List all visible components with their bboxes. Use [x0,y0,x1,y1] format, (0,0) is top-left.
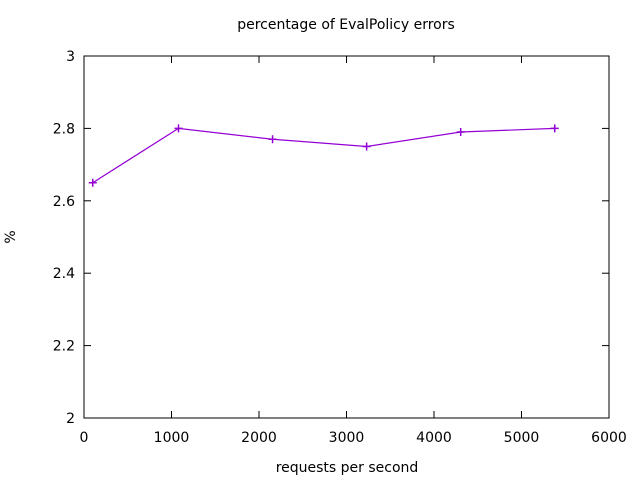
chart-title: percentage of EvalPolicy errors [237,17,455,33]
series-line [92,127,555,184]
series [88,124,559,187]
y-tick-label: 2.8 [53,121,75,137]
data-point-marker [268,135,277,144]
y-tick-label: 2 [66,411,75,427]
x-tick-label: 2000 [241,430,277,446]
y-tick-label: 2.4 [53,266,75,282]
data-point-marker [88,178,97,187]
data-point-marker [174,124,183,133]
plot-border [83,55,610,419]
data-point-marker [550,124,559,133]
axes: 0 1000 2000 3000 4000 5000 6000 2 2.2 2.4 2.6 2.8 3 [53,49,627,446]
y-axis-label: % [3,230,19,243]
x-tick-label: 6000 [591,430,627,446]
x-tick-label: 0 [80,430,89,446]
data-point-marker [456,128,465,137]
y-tick-label: 2.6 [53,194,75,210]
y-tick-label: 3 [66,49,75,65]
y-tick-label: 2.2 [53,339,75,355]
x-tick-label: 3000 [329,430,365,446]
x-tick-label: 4000 [416,430,452,446]
x-tick-label: 5000 [504,430,540,446]
x-tick-label: 1000 [154,430,190,446]
x-axis-label: requests per second [276,460,419,476]
data-point-marker [362,142,371,151]
